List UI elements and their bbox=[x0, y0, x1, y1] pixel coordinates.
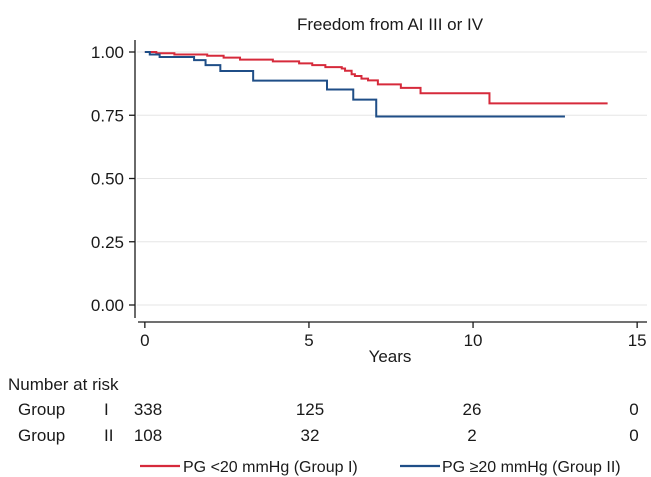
risk-count: 0 bbox=[629, 426, 638, 445]
risk-row-group-word: Group bbox=[18, 400, 65, 419]
risk-table-header: Number at risk bbox=[8, 375, 119, 394]
x-tick-label: 5 bbox=[304, 331, 313, 350]
y-tick-label: 0.00 bbox=[91, 296, 124, 315]
risk-count: 2 bbox=[467, 426, 476, 445]
x-tick-label: 0 bbox=[140, 331, 149, 350]
x-axis-label: Years bbox=[369, 347, 412, 366]
y-tick-label: 0.75 bbox=[91, 106, 124, 125]
x-tick-label: 15 bbox=[628, 331, 647, 350]
risk-count: 338 bbox=[134, 400, 162, 419]
survival-curves bbox=[144, 51, 608, 118]
y-tick-label: 1.00 bbox=[91, 43, 124, 62]
risk-row-group-word: Group bbox=[18, 426, 65, 445]
risk-count: 125 bbox=[296, 400, 324, 419]
gridlines bbox=[137, 51, 647, 306]
risk-row-group-numeral: II bbox=[104, 426, 113, 445]
risk-row: Group I 338 125 26 0 bbox=[18, 400, 639, 419]
legend: PG <20 mmHg (Group I) PG ≥20 mmHg (Group… bbox=[140, 459, 621, 476]
x-tick-label: 10 bbox=[464, 331, 483, 350]
y-tick-label: 0.50 bbox=[91, 170, 124, 189]
risk-row-group-numeral: I bbox=[104, 400, 109, 419]
legend-label-group-2: PG ≥20 mmHg (Group II) bbox=[442, 459, 621, 476]
y-tick-label: 0.25 bbox=[91, 233, 124, 252]
risk-row: Group II 108 32 2 0 bbox=[18, 426, 639, 445]
series-curve-2 bbox=[144, 51, 565, 118]
legend-label-group-1: PG <20 mmHg (Group I) bbox=[183, 459, 358, 476]
axes bbox=[134, 40, 647, 323]
series-curve-1 bbox=[144, 51, 608, 105]
risk-count: 108 bbox=[134, 426, 162, 445]
tick-marks-and-labels: 0.00 0.25 0.50 0.75 1.00 0 5 10 15 bbox=[91, 43, 647, 350]
risk-count: 0 bbox=[629, 400, 638, 419]
chart-title: Freedom from AI III or IV bbox=[297, 15, 484, 34]
risk-count: 32 bbox=[301, 426, 320, 445]
risk-count: 26 bbox=[463, 400, 482, 419]
